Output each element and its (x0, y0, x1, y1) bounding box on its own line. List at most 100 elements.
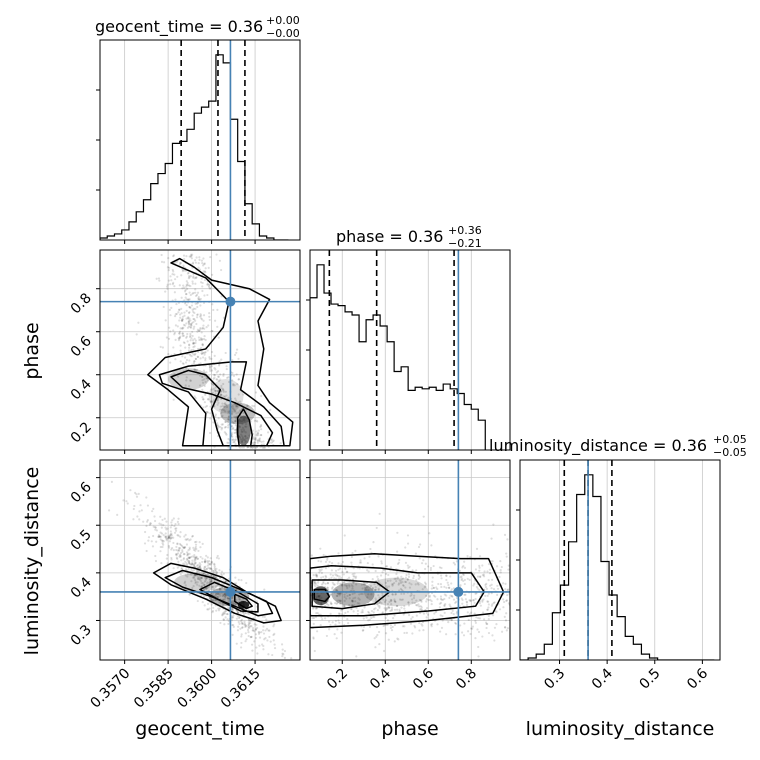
sample-point-pair-geocent-time-luminosity-distance-382 (184, 574, 187, 577)
sample-point-pair-geocent-time-luminosity-distance-454 (183, 546, 186, 549)
sample-point-pair-geocent-time-luminosity-distance-555 (205, 554, 208, 557)
panel-border-pair-geocent-time-phase (99, 249, 301, 451)
sample-point-pair-geocent-time-phase-30 (201, 343, 204, 346)
sample-point-pair-phase-luminosity-distance-532 (487, 592, 490, 595)
sample-point-pair-geocent-time-luminosity-distance-284 (168, 546, 171, 549)
sample-point-pair-phase-luminosity-distance-417 (393, 577, 396, 580)
sample-point-pair-geocent-time-phase-658 (185, 293, 188, 296)
sample-point-pair-geocent-time-phase-331 (213, 354, 216, 357)
sample-point-pair-geocent-time-luminosity-distance-426 (160, 532, 164, 535)
sample-point-pair-geocent-time-luminosity-distance-121 (209, 567, 212, 570)
sample-point-pair-geocent-time-luminosity-distance-254 (232, 623, 235, 627)
sample-point-pair-geocent-time-phase-389 (180, 307, 183, 310)
sample-point-pair-geocent-time-phase-145 (217, 417, 220, 420)
sample-point-pair-geocent-time-luminosity-distance-334 (138, 518, 141, 521)
sample-point-pair-geocent-time-luminosity-distance-463 (196, 576, 200, 579)
sample-point-pair-geocent-time-luminosity-distance-221 (281, 648, 284, 651)
sample-point-pair-geocent-time-phase-865 (190, 257, 193, 260)
sample-point-pair-geocent-time-phase-821 (201, 375, 204, 378)
sample-point-pair-phase-luminosity-distance-213 (418, 576, 421, 579)
sample-point-pair-phase-luminosity-distance-76 (370, 593, 373, 596)
panel-hist-luminosity-distance: 0.3 0.4 0.5 0.6 (516, 459, 721, 693)
sample-point-pair-phase-luminosity-distance-359 (367, 570, 370, 573)
sample-point-pair-geocent-time-phase-434 (179, 262, 183, 265)
sample-point-pair-geocent-time-phase-396 (189, 274, 192, 278)
sample-point-pair-geocent-time-phase-22 (223, 395, 227, 398)
sample-point-pair-geocent-time-phase-416 (188, 346, 191, 349)
sample-point-pair-phase-luminosity-distance-86 (454, 601, 457, 604)
sample-point-pair-phase-luminosity-distance-950 (454, 622, 458, 625)
sample-point-pair-phase-luminosity-distance-563 (491, 603, 494, 606)
sample-point-pair-geocent-time-phase-266 (222, 395, 225, 398)
sample-point-pair-geocent-time-phase-662 (192, 320, 195, 324)
sample-point-pair-phase-luminosity-distance-34 (409, 622, 413, 625)
sample-point-pair-geocent-time-luminosity-distance-592 (107, 509, 111, 512)
sample-point-pair-phase-luminosity-distance-157 (398, 579, 401, 582)
sample-point-pair-phase-luminosity-distance-656 (438, 606, 441, 609)
sample-point-pair-geocent-time-phase-283 (199, 313, 202, 316)
sample-point-pair-phase-luminosity-distance-893 (322, 582, 325, 585)
sample-point-pair-phase-luminosity-distance-957 (500, 565, 503, 569)
sample-point-pair-phase-luminosity-distance-732 (343, 593, 346, 596)
sample-point-pair-geocent-time-phase-892 (212, 387, 215, 390)
sample-point-pair-phase-luminosity-distance-782 (390, 606, 394, 609)
sample-point-pair-geocent-time-luminosity-distance-170 (239, 646, 243, 649)
sample-point-pair-geocent-time-phase-355 (253, 441, 256, 444)
sample-point-pair-phase-luminosity-distance-432 (324, 574, 327, 577)
sample-point-pair-phase-luminosity-distance-819 (411, 601, 414, 604)
sample-point-pair-geocent-time-luminosity-distance-666 (209, 580, 212, 584)
sample-point-pair-geocent-time-luminosity-distance-165 (249, 624, 252, 628)
sample-point-pair-geocent-time-luminosity-distance-661 (217, 557, 220, 560)
sample-point-pair-phase-luminosity-distance-651 (443, 593, 446, 596)
sample-point-pair-phase-luminosity-distance-816 (407, 604, 411, 607)
sample-point-pair-geocent-time-phase-835 (172, 398, 175, 401)
sample-point-pair-geocent-time-luminosity-distance-403 (247, 626, 250, 630)
sample-point-pair-geocent-time-luminosity-distance-837 (261, 643, 264, 646)
sample-point-pair-geocent-time-luminosity-distance-304 (110, 480, 114, 483)
sample-point-pair-geocent-time-phase-67 (224, 390, 227, 393)
sample-point-pair-geocent-time-phase-540 (216, 370, 220, 373)
sample-point-pair-geocent-time-luminosity-distance-855 (302, 674, 304, 676)
sample-point-pair-phase-luminosity-distance-96 (343, 595, 346, 599)
sample-point-pair-geocent-time-luminosity-distance-341 (254, 636, 258, 640)
sample-point-pair-geocent-time-luminosity-distance-130 (223, 593, 226, 596)
sample-point-pair-geocent-time-phase-526 (222, 389, 225, 392)
sample-point-pair-phase-luminosity-distance-174 (384, 616, 387, 620)
sample-point-pair-geocent-time-phase-49 (216, 378, 219, 381)
sample-point-pair-geocent-time-luminosity-distance-142 (194, 556, 197, 559)
sample-point-pair-geocent-time-luminosity-distance-347 (251, 629, 254, 632)
sample-point-pair-geocent-time-luminosity-distance-256 (252, 629, 255, 632)
sample-point-pair-phase-luminosity-distance-412 (484, 594, 487, 598)
sample-point-pair-geocent-time-luminosity-distance-93 (180, 568, 183, 571)
sample-point-pair-phase-luminosity-distance-272 (377, 587, 380, 590)
truth-marker-pair-phase-luminosity-distance (453, 586, 464, 597)
sample-point-pair-phase-luminosity-distance-569 (439, 614, 442, 617)
sample-point-pair-phase-luminosity-distance-836 (433, 612, 436, 615)
sample-point-pair-geocent-time-luminosity-distance-835 (203, 604, 206, 607)
sample-point-pair-phase-luminosity-distance-757 (386, 587, 389, 590)
sample-point-pair-geocent-time-luminosity-distance-659 (254, 628, 258, 631)
sample-point-pair-geocent-time-phase-457 (171, 273, 174, 276)
sample-point-pair-phase-luminosity-distance-423 (424, 582, 428, 586)
sample-point-pair-phase-luminosity-distance-217 (351, 599, 354, 602)
sample-point-pair-geocent-time-phase-473 (215, 378, 218, 381)
sample-point-pair-geocent-time-phase-819 (188, 291, 191, 294)
sample-point-pair-geocent-time-luminosity-distance-524 (223, 597, 227, 600)
sample-point-pair-phase-luminosity-distance-377 (326, 582, 330, 585)
sample-point-pair-phase-luminosity-distance-580 (452, 561, 455, 564)
sample-point-pair-geocent-time-phase-193 (223, 426, 227, 429)
sample-point-pair-phase-luminosity-distance-593 (445, 574, 448, 577)
sample-point-pair-phase-luminosity-distance-504 (345, 597, 348, 600)
sample-point-pair-geocent-time-phase-861 (211, 382, 214, 385)
sample-point-pair-phase-luminosity-distance-450 (505, 629, 508, 632)
sample-point-pair-geocent-time-luminosity-distance-20 (192, 573, 195, 576)
sample-point-pair-geocent-time-luminosity-distance-773 (193, 560, 196, 563)
sample-point-pair-phase-luminosity-distance-882 (339, 602, 342, 605)
sample-point-pair-geocent-time-phase-656 (203, 371, 206, 374)
sample-point-pair-phase-luminosity-distance-945 (403, 631, 406, 635)
ytick-label-pair-geocent-time-phase-0: 0.2 (68, 419, 95, 446)
sample-point-pair-geocent-time-phase-146 (233, 408, 236, 411)
sample-point-pair-geocent-time-luminosity-distance-0 (194, 549, 197, 552)
sample-point-pair-geocent-time-luminosity-distance-544 (182, 558, 185, 561)
title-luminosity-distance: luminosity_distance = 0.36 (489, 436, 707, 456)
